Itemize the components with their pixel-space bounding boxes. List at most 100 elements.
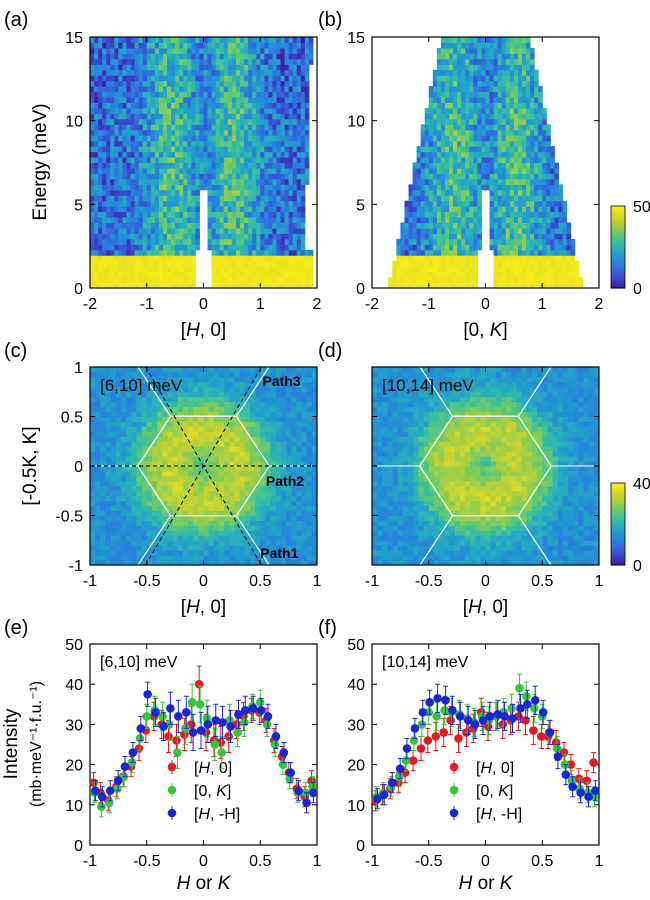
heatmap-cell bbox=[457, 42, 462, 49]
heatmap-cell bbox=[276, 151, 282, 158]
heatmap-cell bbox=[90, 75, 95, 82]
heatmap-cell bbox=[134, 227, 140, 234]
heatmap-cell bbox=[457, 58, 462, 65]
heatmap-cell bbox=[509, 47, 515, 54]
heatmap-cell bbox=[530, 107, 535, 114]
heatmap-cell bbox=[473, 140, 478, 147]
heatmap-cell bbox=[151, 500, 158, 507]
heatmap-cell bbox=[195, 146, 200, 153]
heatmap-cell bbox=[239, 500, 246, 507]
heatmap-cell bbox=[530, 233, 535, 240]
heatmap-cell bbox=[102, 37, 107, 43]
heatmap-cell bbox=[231, 42, 237, 49]
heatmap-cell bbox=[106, 64, 111, 71]
heatmap-cell bbox=[296, 244, 302, 251]
heatmap-cell bbox=[179, 129, 184, 136]
heatmap-cell bbox=[300, 178, 306, 185]
heatmap-cell bbox=[211, 129, 217, 136]
heatmap-cell bbox=[412, 271, 418, 278]
heatmap-cell bbox=[158, 129, 164, 136]
heatmap-cell bbox=[300, 233, 306, 240]
heatmap-cell bbox=[126, 560, 132, 566]
heatmap-cell bbox=[223, 167, 229, 174]
heatmap-cell bbox=[235, 195, 241, 202]
heatmap-cell bbox=[207, 102, 213, 109]
heatmap-cell bbox=[280, 535, 287, 541]
heatmap-cell bbox=[195, 47, 200, 54]
heatmap-cell bbox=[566, 249, 572, 256]
heatmap-cell bbox=[513, 238, 519, 245]
heatmap-cell bbox=[509, 271, 515, 278]
heatmap-cell bbox=[497, 178, 503, 185]
heatmap-cell bbox=[154, 146, 160, 153]
heatmap-cell bbox=[264, 64, 269, 71]
heatmap-cell bbox=[175, 118, 180, 125]
heatmap-cell bbox=[110, 195, 115, 202]
heatmap-cell bbox=[227, 227, 233, 234]
heatmap-cell bbox=[534, 233, 539, 240]
heatmap-cell bbox=[286, 560, 292, 566]
heatmap-cell bbox=[420, 124, 426, 131]
heatmap-cell bbox=[171, 86, 176, 93]
heatmap-cell bbox=[538, 184, 543, 191]
heatmap-cell bbox=[275, 490, 282, 497]
heatmap-cell bbox=[505, 58, 511, 65]
heatmap-cell bbox=[440, 97, 446, 103]
heatmap-cell bbox=[162, 102, 168, 109]
heatmap-cell bbox=[260, 470, 266, 477]
heatmap-cell bbox=[526, 129, 531, 136]
heatmap-cell bbox=[248, 157, 253, 163]
heatmap-cell bbox=[457, 162, 462, 169]
heatmap-cell bbox=[182, 510, 189, 516]
heatmap-cell bbox=[453, 173, 458, 180]
heatmap-cell bbox=[432, 200, 438, 207]
heatmap-cell bbox=[179, 173, 184, 180]
heatmap-cell bbox=[126, 500, 132, 507]
heatmap-cell bbox=[134, 195, 140, 202]
heatmap-cell bbox=[521, 37, 527, 43]
heatmap-cell bbox=[134, 91, 140, 98]
heatmap-cell bbox=[208, 545, 215, 551]
heatmap-cell bbox=[146, 461, 153, 467]
heatmap-cell bbox=[292, 91, 298, 98]
heatmap-cell bbox=[182, 525, 189, 531]
heatmap-cell bbox=[183, 277, 188, 284]
heatmap-cell bbox=[304, 97, 310, 103]
heatmap-cell bbox=[280, 129, 286, 136]
heatmap-cell bbox=[301, 550, 308, 556]
heatmap-cell bbox=[106, 238, 111, 245]
heatmap-cell bbox=[457, 151, 462, 158]
heatmap-cell bbox=[157, 530, 163, 536]
heatmap-cell bbox=[183, 75, 188, 82]
heatmap-cell bbox=[306, 485, 313, 492]
heatmap-cell bbox=[244, 277, 249, 284]
heatmap-cell bbox=[154, 107, 160, 114]
heatmap-cell bbox=[286, 495, 292, 502]
heatmap-cell bbox=[280, 540, 287, 546]
heatmap-cell bbox=[444, 282, 450, 289]
heatmap-cell bbox=[118, 146, 123, 153]
heatmap-cell bbox=[95, 545, 101, 551]
heatmap-cell bbox=[408, 271, 414, 278]
heatmap-cell bbox=[188, 505, 194, 512]
heatmap-cell bbox=[114, 58, 119, 65]
heatmap-cell bbox=[300, 157, 306, 163]
heatmap-cell bbox=[105, 495, 112, 502]
heatmap-cell bbox=[179, 178, 184, 185]
heatmap-cell bbox=[122, 167, 127, 174]
heatmap-cell bbox=[311, 480, 318, 487]
heatmap-cell bbox=[162, 146, 168, 153]
heatmap-cell bbox=[420, 195, 426, 202]
heatmap-cell bbox=[296, 490, 303, 497]
heatmap-cell bbox=[151, 495, 158, 502]
heatmap-cell bbox=[248, 75, 253, 82]
heatmap-cell bbox=[252, 206, 257, 213]
heatmap-cell bbox=[118, 129, 123, 136]
heatmap-cell bbox=[296, 211, 302, 218]
heatmap-cell bbox=[505, 124, 511, 131]
heatmap-cell bbox=[142, 227, 148, 234]
heatmap-cell bbox=[136, 490, 143, 497]
heatmap-cell bbox=[268, 211, 273, 218]
heatmap-cell bbox=[122, 277, 127, 284]
heatmap-cell bbox=[465, 173, 470, 180]
